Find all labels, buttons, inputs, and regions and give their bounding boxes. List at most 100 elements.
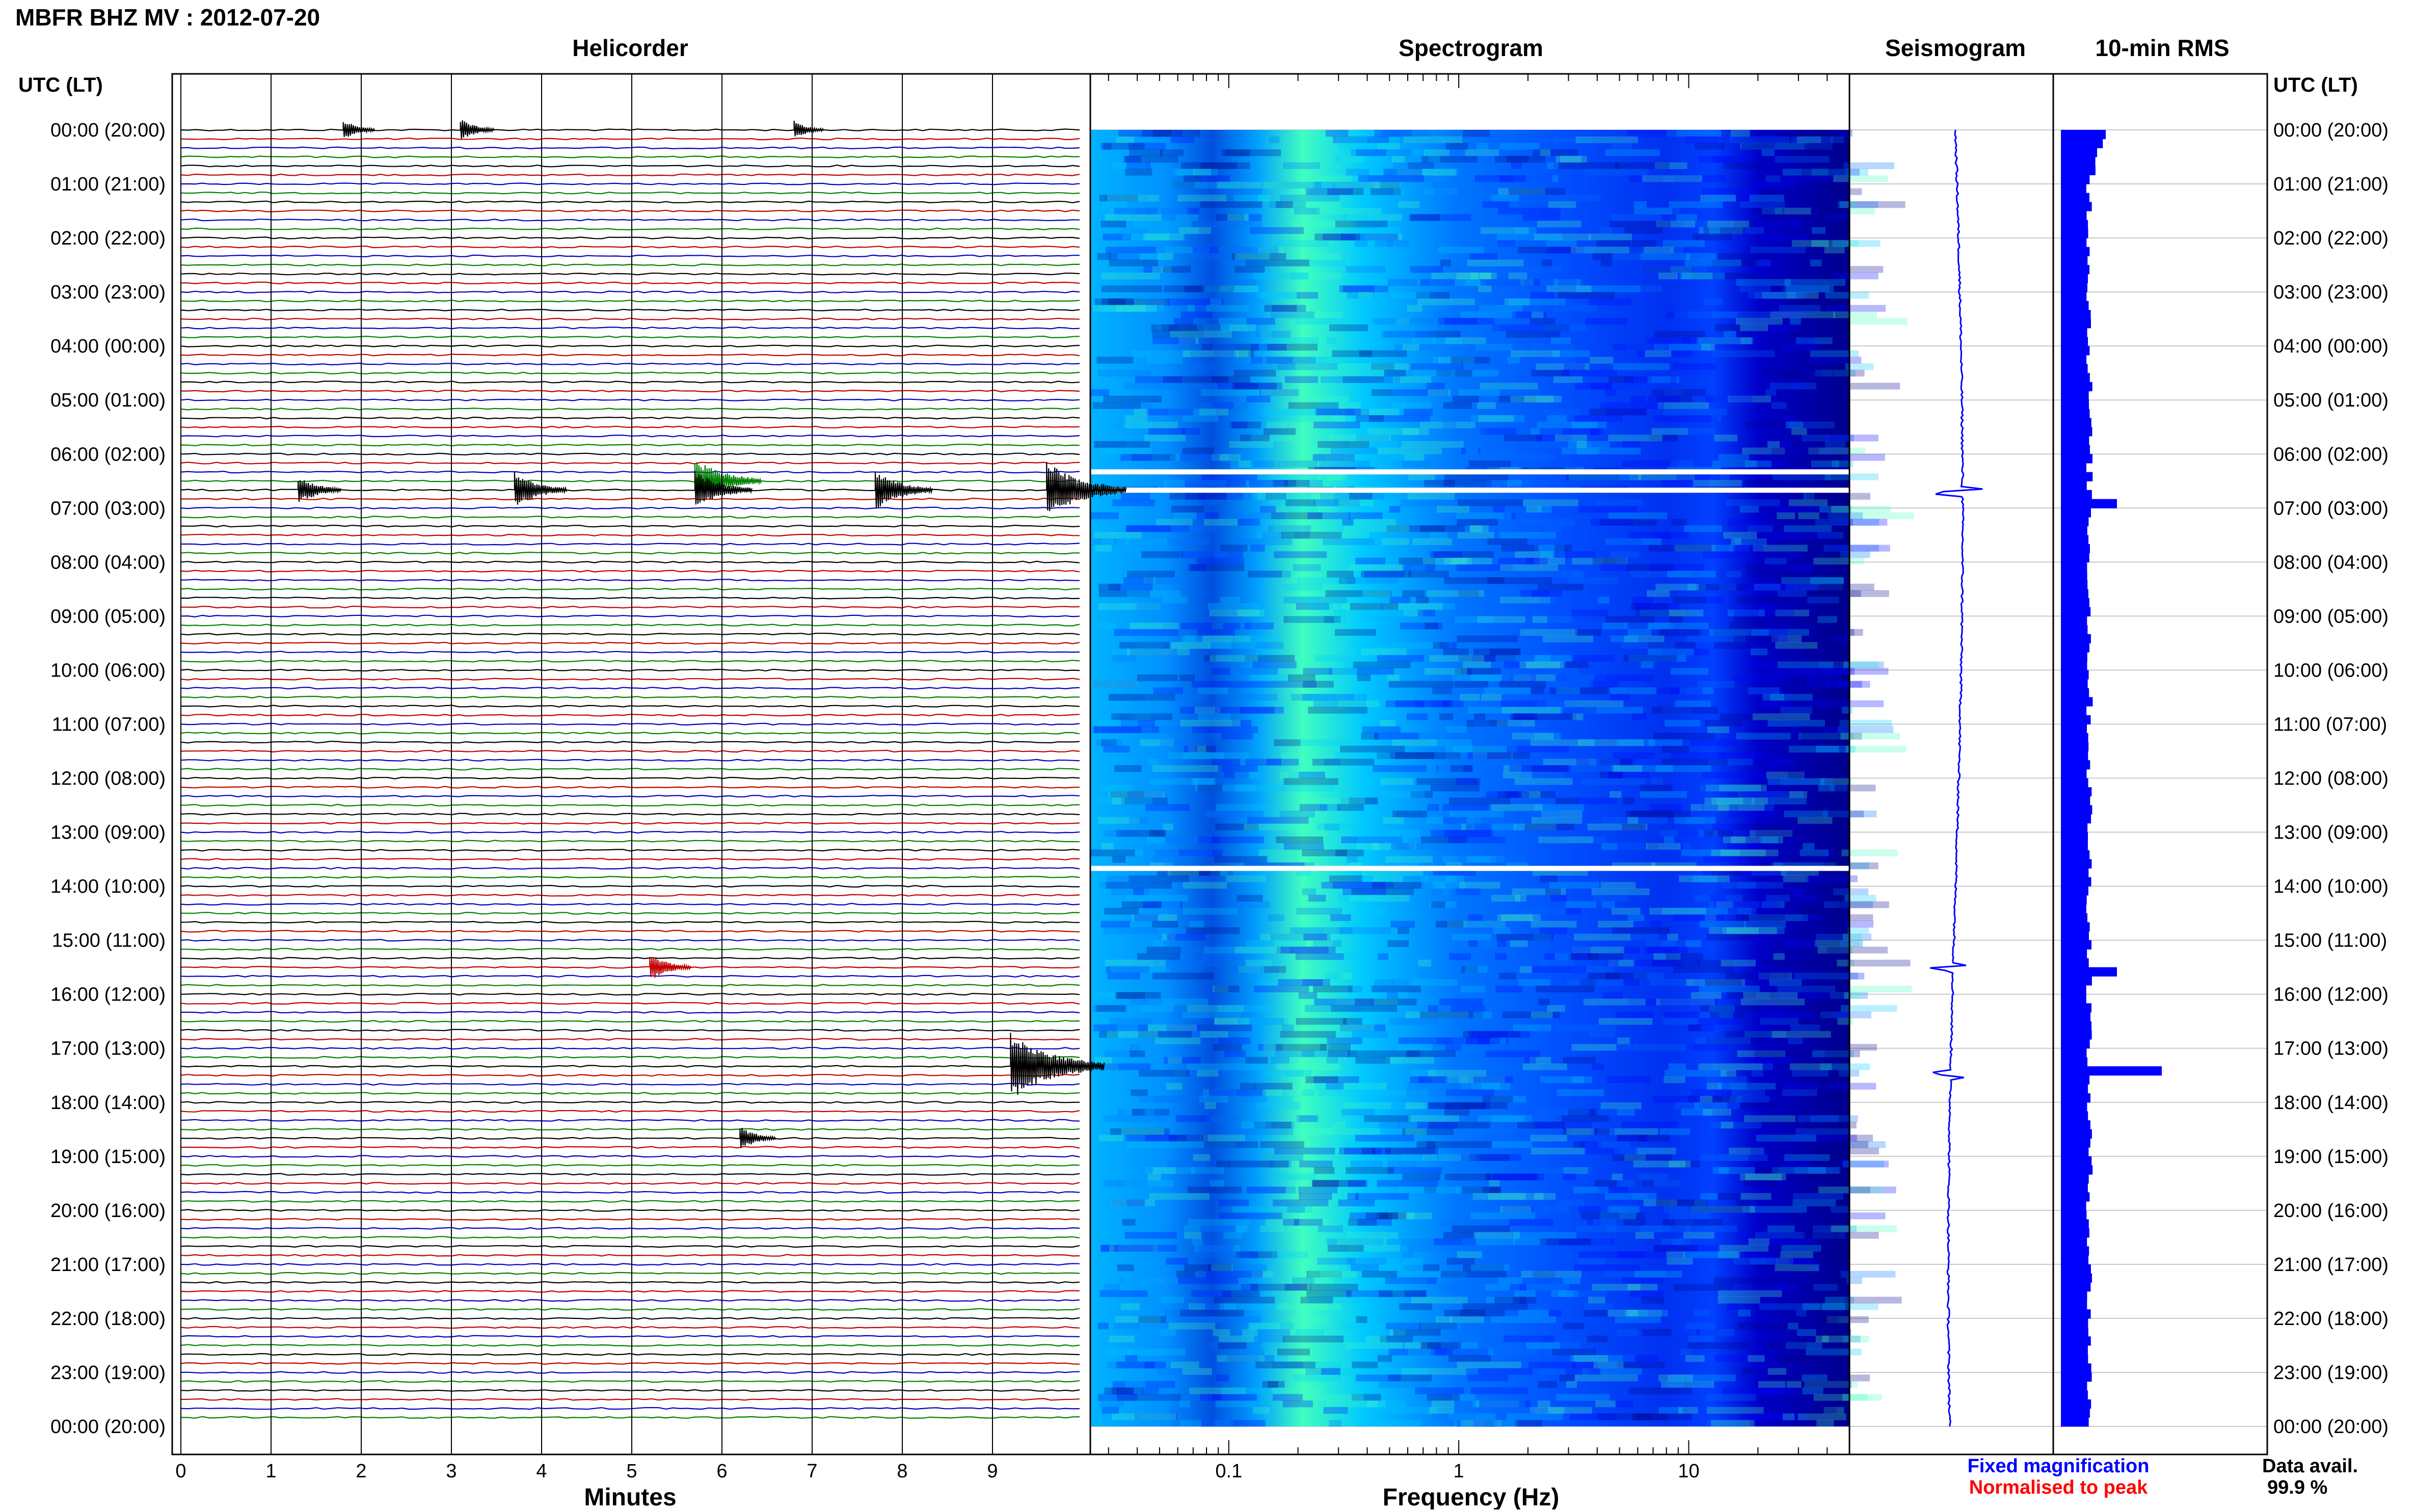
spectrogram-cell [1116,305,1146,312]
spectrogram-cell [1472,745,1491,753]
spectrogram-cell [1263,428,1296,435]
spectrogram-cell [1329,1420,1342,1427]
spectrogram-cell [1803,843,1815,850]
spectrogram-cell [1127,791,1163,798]
spectrogram-cell [1570,765,1620,772]
spectrogram-cell [1308,311,1343,318]
spectrogram-cell [1170,331,1232,338]
helicorder-trace [180,903,1080,906]
legend-fixed-magnification: Fixed magnification [1968,1455,2150,1477]
spectrogram-cell [1182,1368,1212,1375]
frequency-tick-label: 1 [1454,1461,1464,1482]
spectrogram-cell [1334,181,1381,189]
spectrogram-cell [1398,1186,1459,1194]
spectrogram-cell [1235,947,1290,954]
spectrogram-cell [1797,1115,1858,1122]
spectrogram-cell [1228,169,1240,176]
spectrogram-cell [1818,1186,1885,1194]
left-time-axis-label: UTC (LT) [18,74,103,96]
rms-bar [2061,256,2088,265]
spectrogram-cell [1133,713,1150,720]
spectrogram-cell [1635,1180,1654,1187]
spectrogram-cell [1812,227,1826,234]
spectrogram-cell [1530,292,1555,299]
spectrogram-cell [1830,590,1889,597]
rms-bar [2061,391,2089,400]
spectrogram-cell [1244,623,1274,630]
spectrogram-cell [1602,992,1623,999]
spectrogram-cell [1806,681,1830,688]
spectrogram-cell [1437,1284,1479,1291]
spectrogram-cell [1120,720,1156,727]
spectrogram-cell [1271,512,1323,520]
spectrogram-cell [1820,778,1852,785]
helicorder-trace [181,948,1080,951]
spectrogram-cell [1773,1284,1797,1291]
spectrogram-cell [1254,1096,1293,1103]
spectrogram-cell [1736,733,1791,740]
spectrogram-cell [1592,895,1628,902]
spectrogram-cell [1766,1258,1820,1265]
spectrogram-cell [1424,668,1467,675]
spectrogram-cell [1206,811,1243,818]
spectrogram-cell [1748,687,1780,694]
spectrogram-cell [1699,921,1746,928]
seismogram-frame [1848,73,2054,1455]
spectrogram-cell [1223,1232,1242,1239]
spectrogram-cell [1287,616,1347,623]
spectrogram-cell [1111,421,1152,428]
spectrogram-cell [1475,1400,1519,1408]
spectrogram-cell [1248,389,1273,396]
spectrogram-cell [1644,843,1659,850]
spectrogram-cell [1455,668,1501,675]
spectrogram-cell [1799,1173,1848,1180]
spectrogram-cell [1338,1199,1375,1206]
rms-bar [2061,1156,2092,1166]
spectrogram-cell [1444,1173,1491,1180]
spectrogram-cell [1347,1245,1400,1252]
spectrogram-cell [1123,421,1178,428]
helicorder-trace [180,938,1080,942]
spectrogram-cell [1483,1063,1541,1070]
spectrogram-cell [1768,324,1796,332]
spectrogram-cell [1673,363,1716,370]
spectrogram-cell [1105,959,1166,967]
spectrogram-cell [1830,519,1854,526]
spectrogram-cell [1360,649,1407,656]
helicorder-trace [180,209,1080,212]
spectrogram-cell [1458,240,1487,247]
spectrogram-cell [1316,409,1361,416]
spectrogram-cell [1210,1180,1224,1187]
spectrogram-cell [1113,1322,1140,1330]
spectrogram-cell [1423,1154,1437,1161]
spectrogram-cell [1428,1005,1485,1012]
spectrogram-cell [1642,175,1703,182]
spectrogram-cell [1111,713,1173,720]
spectrogram-cell [1501,914,1541,921]
spectrogram-cell [1270,473,1318,480]
spectrogram-cell [1718,1083,1776,1090]
spectrogram-cell [1700,785,1761,792]
spectrogram-cell [1222,1290,1260,1298]
spectrogram-cell [1387,1167,1442,1174]
time-tick-label-left: 19:00 (15:00) [50,1146,166,1168]
spectrogram-cell [1679,273,1725,280]
rms-bar [2061,1300,2087,1310]
spectrogram-cell [1372,882,1421,889]
spectrogram-cell [1490,1109,1516,1116]
spectrogram-cell [1748,661,1776,668]
spectrogram-cell [1630,571,1693,578]
spectrogram-cell [1763,214,1784,221]
spectrogram-cell [1168,1322,1216,1330]
spectrogram-cell [1145,298,1175,306]
rms-title: 10-min RMS [2095,35,2229,61]
helicorder-trace [180,1119,1080,1122]
spectrogram-cell [1209,609,1265,616]
spectrogram-cell [1334,752,1390,759]
spectrogram-cell [1703,804,1729,811]
spectrogram-cell [1108,207,1161,214]
spectrogram-cell [1466,279,1524,286]
spectrogram-cell [1468,914,1483,921]
spectrogram-cell [1612,253,1671,260]
spectrogram-cell [1498,188,1545,195]
